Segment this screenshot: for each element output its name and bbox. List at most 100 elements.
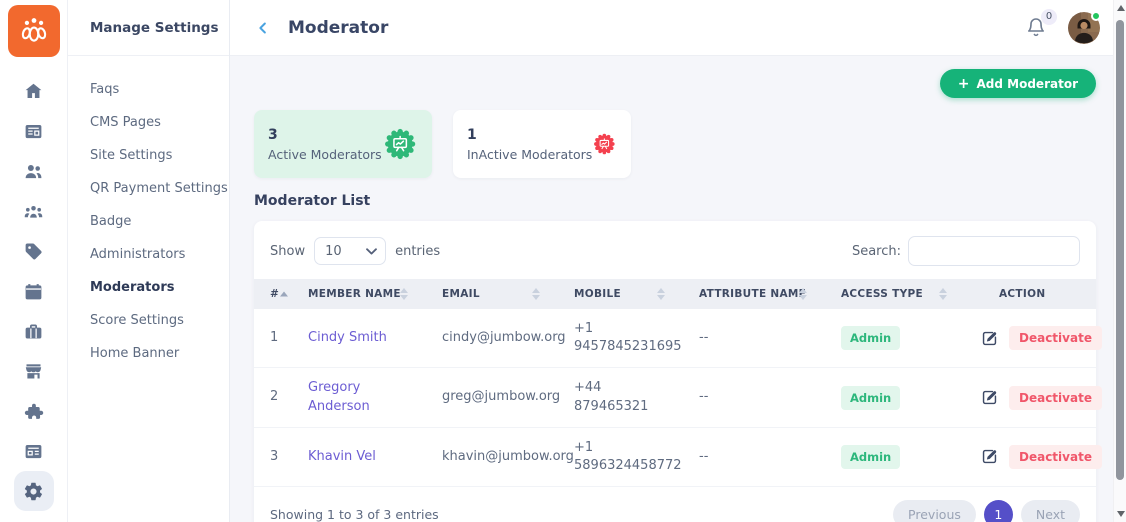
users-icon[interactable] [14,151,54,191]
sort-icon [280,291,288,297]
moderator-table: # MEMBER NAME EMAIL MOBILE ATTRIBUTE NAM… [254,279,1102,488]
home-icon[interactable] [14,71,54,111]
member-name-link[interactable]: Gregory Anderson [308,380,370,414]
member-email: greg@jumbow.org [430,367,562,428]
member-email: khavin@jumbow.org [430,427,574,488]
store-icon[interactable] [14,351,54,391]
edit-pencil-icon [982,331,997,345]
table-row: 2 Gregory Anderson greg@jumbow.org +44 8… [254,367,1102,428]
bell-icon [1028,17,1044,36]
sidebar-item-moderators[interactable]: Moderators [90,280,175,295]
entries-summary: Showing 1 to 3 of 3 entries [270,507,439,522]
sidebar-item-qr-payment-settings[interactable]: QR Payment Settings [90,181,228,196]
scrollbar-thumb[interactable] [1116,20,1124,480]
sort-icon [400,288,408,300]
member-mobile: +1 9457845231695 [562,309,687,369]
edit-pencil-icon [982,450,997,464]
sort-icon [799,288,807,300]
member-mobile: +1 5896324458772 [562,427,687,488]
access-type-badge: Admin [841,326,901,351]
member-email: cindy@jumbow.org [430,309,566,369]
table-row: 1 Cindy Smith cindy@jumbow.org +1 945784… [254,309,1102,369]
list-title: Moderator List [254,193,371,209]
row-index: 1 [254,309,296,369]
member-attribute: -- [687,309,829,369]
kiosk-icon[interactable] [14,431,54,471]
moderator-list-panel: Show 10 entries Search: # M [254,221,1102,522]
inactive-moderators-label: InActive Moderators [467,146,593,162]
page-size-select[interactable]: 10 [314,237,387,265]
header-access-type[interactable]: ACCESS TYPE [829,279,969,309]
seal-chart-icon-green [384,128,415,160]
back-button[interactable] [254,18,274,38]
app-logo[interactable] [7,5,60,57]
sidebar-item-home-banner[interactable]: Home Banner [90,346,180,361]
access-type-badge: Admin [841,385,901,410]
header-member-name[interactable]: MEMBER NAME [296,279,430,309]
sort-icon [939,288,947,300]
main-area: Moderator 0 + Add Moderator [230,0,1126,522]
tag-icon[interactable] [14,231,54,271]
deactivate-button[interactable]: Deactivate [1009,444,1102,469]
online-status-dot [1091,10,1101,21]
plus-icon: + [957,75,970,92]
page-title: Moderator [288,17,389,38]
row-index: 2 [254,367,296,428]
sidebar-item-administrators[interactable]: Administrators [90,247,186,262]
sidebar-item-cms-pages[interactable]: CMS Pages [90,115,161,130]
member-mobile: +44 879465321 [562,367,687,428]
header-email[interactable]: EMAIL [430,279,562,309]
row-index: 3 [254,427,296,488]
sidebar-item-badge[interactable]: Badge [90,214,132,229]
news-icon[interactable] [14,111,54,151]
deactivate-button[interactable]: Deactivate [1009,385,1102,410]
edit-button[interactable] [981,330,998,347]
show-label: Show [270,243,306,259]
user-avatar[interactable] [1068,10,1101,44]
scroll-up-arrow-icon[interactable] [1117,5,1125,11]
member-attribute: -- [687,367,829,428]
active-moderators-card[interactable]: 3 Active Moderators [254,110,432,178]
notifications-count-badge: 0 [1041,8,1057,25]
calendar-icon[interactable] [14,271,54,311]
sidebar-title: Manage Settings [68,0,229,56]
next-page-button[interactable]: Next [1020,500,1080,522]
table-header-row: # MEMBER NAME EMAIL MOBILE ATTRIBUTE NAM… [254,279,1096,309]
sidebar: Manage Settings Faqs CMS Pages Site Sett… [68,0,230,522]
inactive-moderators-card[interactable]: 1 InActive Moderators [453,110,631,178]
add-moderator-label: Add Moderator [976,76,1078,91]
member-attribute: -- [687,427,829,488]
briefcase-icon[interactable] [14,311,54,351]
scroll-down-arrow-icon[interactable] [1117,511,1125,517]
chevron-left-icon [259,22,266,33]
notifications-button[interactable]: 0 [1024,8,1057,41]
search-input[interactable] [908,236,1080,266]
content: + Add Moderator 3 Active Moderators 1 In… [230,56,1126,522]
chevron-down-icon [366,248,377,255]
community-icon[interactable] [14,191,54,231]
current-page-button[interactable]: 1 [983,500,1013,522]
active-moderators-label: Active Moderators [268,146,382,162]
vertical-scrollbar[interactable] [1113,0,1126,522]
search-label: Search: [851,243,901,259]
puzzle-icon[interactable] [14,391,54,431]
sidebar-item-faqs[interactable]: Faqs [90,82,120,97]
previous-page-button[interactable]: Previous [893,500,976,522]
edit-button[interactable] [981,448,998,465]
sidebar-item-site-settings[interactable]: Site Settings [90,148,173,163]
page-size-value: 10 [325,243,342,259]
settings-icon[interactable] [13,471,54,511]
member-name-link[interactable]: Cindy Smith [308,330,387,346]
sidebar-item-score-settings[interactable]: Score Settings [90,313,184,328]
edit-button[interactable] [981,389,998,406]
header-index[interactable]: # [254,279,296,309]
deactivate-button[interactable]: Deactivate [1009,326,1102,351]
add-moderator-button[interactable]: + Add Moderator [939,69,1096,98]
header-action[interactable]: ACTION [969,279,1096,309]
icon-rail [0,0,68,522]
entries-label: entries [395,243,441,259]
member-name-link[interactable]: Khavin Vel [308,448,376,464]
table-row: 3 Khavin Vel khavin@jumbow.org +1 589632… [254,427,1102,488]
header-mobile[interactable]: MOBILE [562,279,687,309]
header-attribute-name[interactable]: ATTRIBUTE NAME [687,279,829,309]
